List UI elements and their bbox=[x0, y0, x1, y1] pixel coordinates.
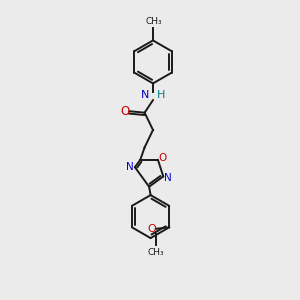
Text: N: N bbox=[141, 90, 149, 100]
Text: CH₃: CH₃ bbox=[145, 17, 162, 26]
Text: N: N bbox=[164, 173, 172, 183]
Text: N: N bbox=[126, 162, 134, 172]
Text: CH₃: CH₃ bbox=[148, 248, 164, 257]
Text: O: O bbox=[159, 153, 167, 163]
Text: O: O bbox=[120, 105, 130, 118]
Text: H: H bbox=[157, 90, 165, 100]
Text: O: O bbox=[147, 224, 156, 234]
